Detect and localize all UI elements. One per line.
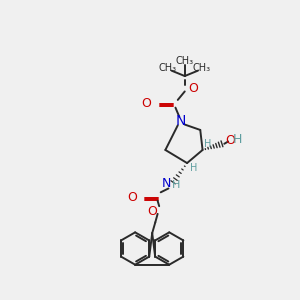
- Text: H: H: [233, 133, 242, 146]
- Text: N: N: [162, 177, 172, 190]
- Text: O: O: [141, 97, 151, 110]
- Text: O: O: [148, 205, 158, 218]
- Text: N: N: [176, 114, 186, 128]
- Text: O: O: [225, 134, 235, 147]
- Text: O: O: [128, 191, 137, 204]
- Text: H: H: [203, 139, 211, 149]
- Text: H: H: [190, 164, 197, 173]
- Text: O: O: [189, 82, 199, 95]
- Text: CH₃: CH₃: [193, 63, 211, 73]
- Text: CH₃: CH₃: [176, 56, 194, 66]
- Text: CH₃: CH₃: [159, 63, 177, 73]
- Text: H: H: [172, 180, 180, 190]
